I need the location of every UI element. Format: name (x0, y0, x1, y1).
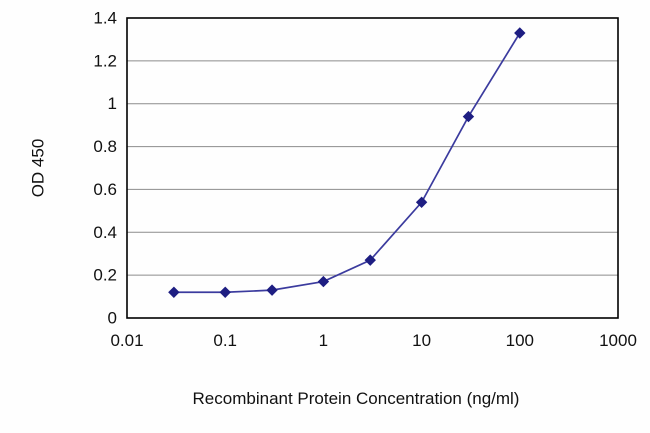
series-line (173, 32, 521, 294)
x-tick-label: 0.01 (110, 331, 143, 350)
data-point-marker (514, 27, 526, 39)
gridlines (127, 60, 618, 276)
x-tick-label: 0.1 (213, 331, 237, 350)
y-tick-label: 1.2 (93, 51, 117, 70)
y-tick-label: 0.8 (93, 137, 117, 156)
x-tick-label: 1000 (599, 331, 637, 350)
y-tick-label: 0.2 (93, 266, 117, 285)
data-point-marker (219, 286, 231, 298)
y-tick-label: 1.4 (93, 9, 117, 28)
data-point-marker (317, 275, 330, 288)
y-tick-label: 1 (108, 94, 117, 113)
x-axis-title: Recombinant Protein Concentration (ng/ml… (193, 389, 520, 408)
data-point-marker (462, 110, 475, 123)
data-point-marker (168, 286, 180, 298)
data-series (168, 27, 526, 298)
data-point-marker (415, 196, 428, 208)
data-point-marker (266, 284, 278, 296)
y-axis-title: OD 450 (29, 139, 48, 198)
y-tick-label: 0.4 (93, 223, 117, 242)
y-tick-label: 0.6 (93, 180, 117, 199)
data-point-marker (364, 254, 376, 266)
tick-labels: 0 0.2 0.4 0.6 0.8 1 1.2 1.4 0.01 0.1 1 10 100 1000 (93, 9, 637, 351)
x-tick-label: 100 (506, 331, 534, 350)
x-tick-label: 1 (319, 331, 328, 350)
y-tick-label: 0 (108, 309, 117, 328)
x-tick-label: 10 (412, 331, 431, 350)
plot-border (126, 17, 619, 319)
